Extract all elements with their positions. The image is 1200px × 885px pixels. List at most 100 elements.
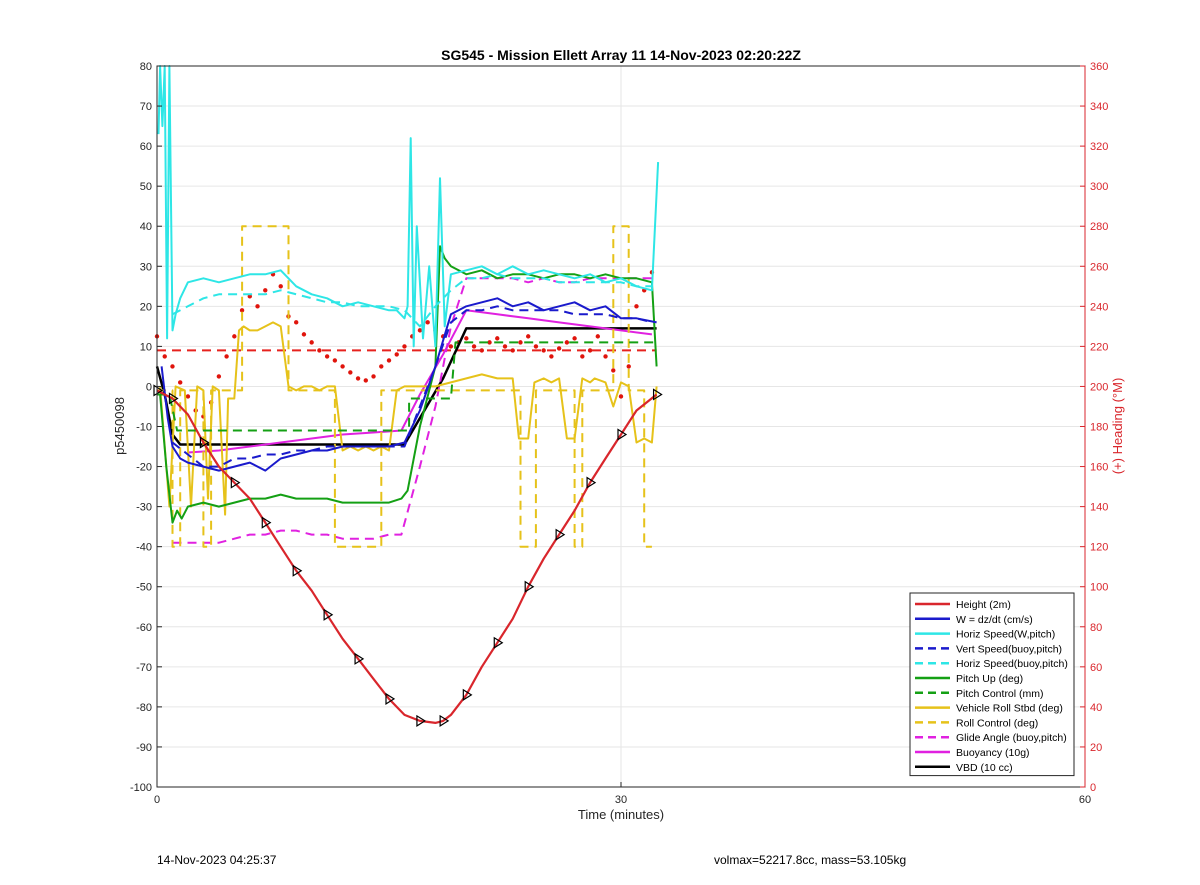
series-marker-height-2m [652, 388, 663, 401]
y-tick-label: -100 [130, 782, 152, 794]
footer-timestamp: 14-Nov-2023 04:25:37 [157, 853, 277, 867]
series-marker-height-2m [586, 476, 597, 489]
x-tick-label: 30 [615, 794, 627, 806]
series-point-heading [278, 284, 283, 289]
legend-label: Glide Angle (buoy,pitch) [956, 732, 1067, 744]
series-point-heading [549, 354, 554, 359]
y2-tick-label: 180 [1090, 422, 1108, 434]
series-marker-height-2m [261, 516, 272, 529]
y2-tick-label: 280 [1090, 221, 1108, 233]
y2-tick-label: 220 [1090, 341, 1108, 353]
series-point-heading [216, 374, 222, 379]
y-tick-label: 0 [146, 381, 152, 393]
y2-tick-label: 160 [1090, 462, 1108, 474]
y-tick-label: 40 [140, 221, 152, 233]
y-tick-label: 30 [140, 261, 152, 273]
legend-label: Vehicle Roll Stbd (deg) [956, 703, 1063, 715]
series-marker-height-2m [439, 714, 450, 727]
x-tick-label: 0 [154, 794, 160, 806]
series-line-pitch-up-deg [159, 245, 658, 524]
series-marker-height-2m [524, 580, 535, 593]
series-point-heading [402, 344, 407, 349]
series-point-heading [224, 354, 229, 359]
series-point-heading [417, 328, 423, 333]
y-tick-label: -60 [136, 622, 152, 634]
series-point-heading [556, 346, 562, 351]
series-marker-height-2m [354, 652, 365, 665]
y-axis-label: p5450098 [112, 397, 127, 455]
series-point-heading [394, 352, 399, 357]
series-marker-height-2m [230, 476, 241, 489]
legend-label: Roll Control (deg) [956, 717, 1038, 729]
series-marker-height-2m [555, 528, 566, 541]
series-point-heading [232, 334, 237, 339]
y-tick-label: -50 [136, 582, 152, 594]
series-point-heading [634, 304, 639, 309]
y2-tick-label: 360 [1090, 61, 1108, 73]
y-tick-label: 80 [140, 61, 152, 73]
legend-label: Vert Speed(buoy,pitch) [956, 643, 1062, 655]
y2-tick-label: 320 [1090, 141, 1108, 153]
y2-tick-label: 100 [1090, 582, 1108, 594]
y-tick-label: -10 [136, 422, 152, 434]
series-marker-height-2m [416, 714, 427, 727]
y2-tick-label: 120 [1090, 542, 1108, 554]
series-line-w-dz-dt-cm-s [160, 297, 657, 472]
legend-label: Horiz Speed(W,pitch) [956, 629, 1055, 641]
series-marker-height-2m [292, 564, 303, 577]
series-point-heading [510, 348, 515, 353]
series-point-heading [379, 364, 384, 369]
series-point-heading [471, 344, 477, 349]
y-tick-label: -20 [136, 462, 152, 474]
series-point-heading [611, 368, 616, 373]
legend: Height (2m) W = dz/dt (cm/s) Horiz Speed(W… [909, 592, 1075, 777]
series-point-heading [170, 364, 175, 369]
series-marker-height-2m [168, 392, 179, 405]
series-point-heading [178, 380, 183, 385]
series-point-heading [502, 344, 508, 349]
series-point-heading [448, 344, 454, 349]
legend-label: VBD (10 cc) [956, 762, 1013, 774]
series-line-horiz-speed-buoy-pitch [172, 273, 652, 328]
legend-label: Pitch Control (mm) [956, 688, 1044, 700]
series-point-heading [332, 358, 338, 363]
legend-label: Buoyancy (10g) [956, 747, 1030, 759]
series-point-heading [618, 394, 624, 399]
y-tick-label: 60 [140, 141, 152, 153]
series-point-heading [239, 308, 245, 313]
legend-label: Height (2m) [956, 599, 1011, 611]
y2-tick-label: 200 [1090, 381, 1108, 393]
legend-label: Pitch Up (deg) [956, 673, 1023, 685]
series-line-height-2m [156, 389, 658, 725]
y2-tick-label: 300 [1090, 181, 1108, 193]
series-point-heading [386, 358, 392, 363]
series-point-heading [348, 370, 353, 375]
series-point-heading [340, 364, 345, 369]
series-point-heading [564, 340, 570, 345]
series-point-heading [572, 336, 577, 341]
y2-axis-label: (+) Heading (°M) [1110, 378, 1125, 475]
series-point-heading [185, 394, 191, 399]
series-point-heading [495, 336, 500, 341]
y2-tick-label: 140 [1090, 502, 1108, 514]
series-point-heading [371, 374, 376, 379]
x-axis-label: Time (minutes) [578, 807, 664, 822]
series-point-heading [541, 348, 546, 353]
y-tick-label: 20 [140, 301, 152, 313]
y-tick-label: -30 [136, 502, 152, 514]
series-point-heading [324, 354, 330, 359]
series-line-vehicle-roll-stbd-deg [159, 321, 658, 516]
legend-box [909, 592, 1075, 777]
series-point-heading [518, 340, 523, 345]
series-point-heading [294, 320, 299, 325]
y-tick-label: -80 [136, 702, 152, 714]
series-line-vert-speed-buoy-pitch [171, 305, 653, 468]
series-point-heading [626, 364, 631, 369]
series-marker-height-2m [493, 636, 504, 649]
x-tick-label: 60 [1079, 794, 1091, 806]
series-point-heading [595, 334, 600, 339]
series-point-heading [580, 354, 585, 359]
series-point-heading [533, 344, 539, 349]
series-point-heading [487, 340, 492, 345]
